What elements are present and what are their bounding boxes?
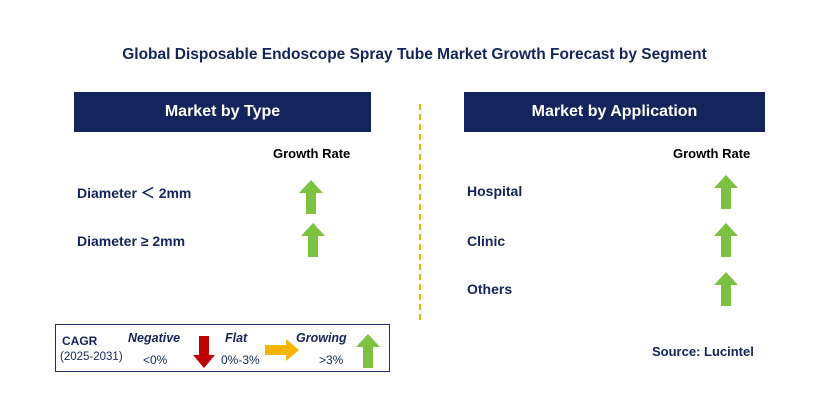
growth-rate-label-application: Growth Rate	[673, 146, 751, 161]
segment-label-others: Others	[467, 281, 513, 297]
legend-negative-range: <0%	[143, 353, 168, 367]
growing-arrow-icon	[714, 272, 738, 306]
growing-arrow-icon	[356, 334, 380, 368]
legend-flat-range: 0%-3%	[221, 353, 260, 367]
segment-label-diameter-ge-2mm: Diameter ≥ 2mm	[77, 233, 186, 249]
market-by-type-header: Market by Type	[74, 92, 371, 132]
source-label: Source: Lucintel	[652, 344, 754, 359]
growing-arrow-icon	[714, 175, 738, 209]
negative-arrow-icon	[193, 336, 215, 368]
growth-rate-label-type: Growth Rate	[273, 146, 351, 161]
segment-label-diameter-lt-2mm: Diameter ＜ 2mm	[77, 185, 192, 201]
legend-cagr-label: CAGR	[62, 334, 98, 348]
cagr-legend: CAGR (2025-2031) Negative <0% Flat 0%-3%…	[55, 324, 390, 372]
panel-divider	[419, 104, 421, 320]
flat-arrow-icon	[265, 339, 299, 361]
growing-arrow-icon	[299, 180, 323, 214]
legend-period: (2025-2031)	[60, 351, 123, 363]
market-by-application-header: Market by Application	[464, 92, 765, 132]
growing-arrow-icon	[301, 223, 325, 257]
legend-growing-range: >3%	[319, 353, 344, 367]
legend-negative-label: Negative	[128, 331, 181, 345]
legend-flat-label: Flat	[225, 331, 248, 345]
segment-label-hospital: Hospital	[467, 183, 523, 199]
segment-label-clinic: Clinic	[467, 233, 506, 249]
chart-title: Global Disposable Endoscope Spray Tube M…	[122, 46, 707, 63]
growing-arrow-icon	[714, 223, 738, 257]
legend-growing-label: Growing	[296, 331, 347, 345]
